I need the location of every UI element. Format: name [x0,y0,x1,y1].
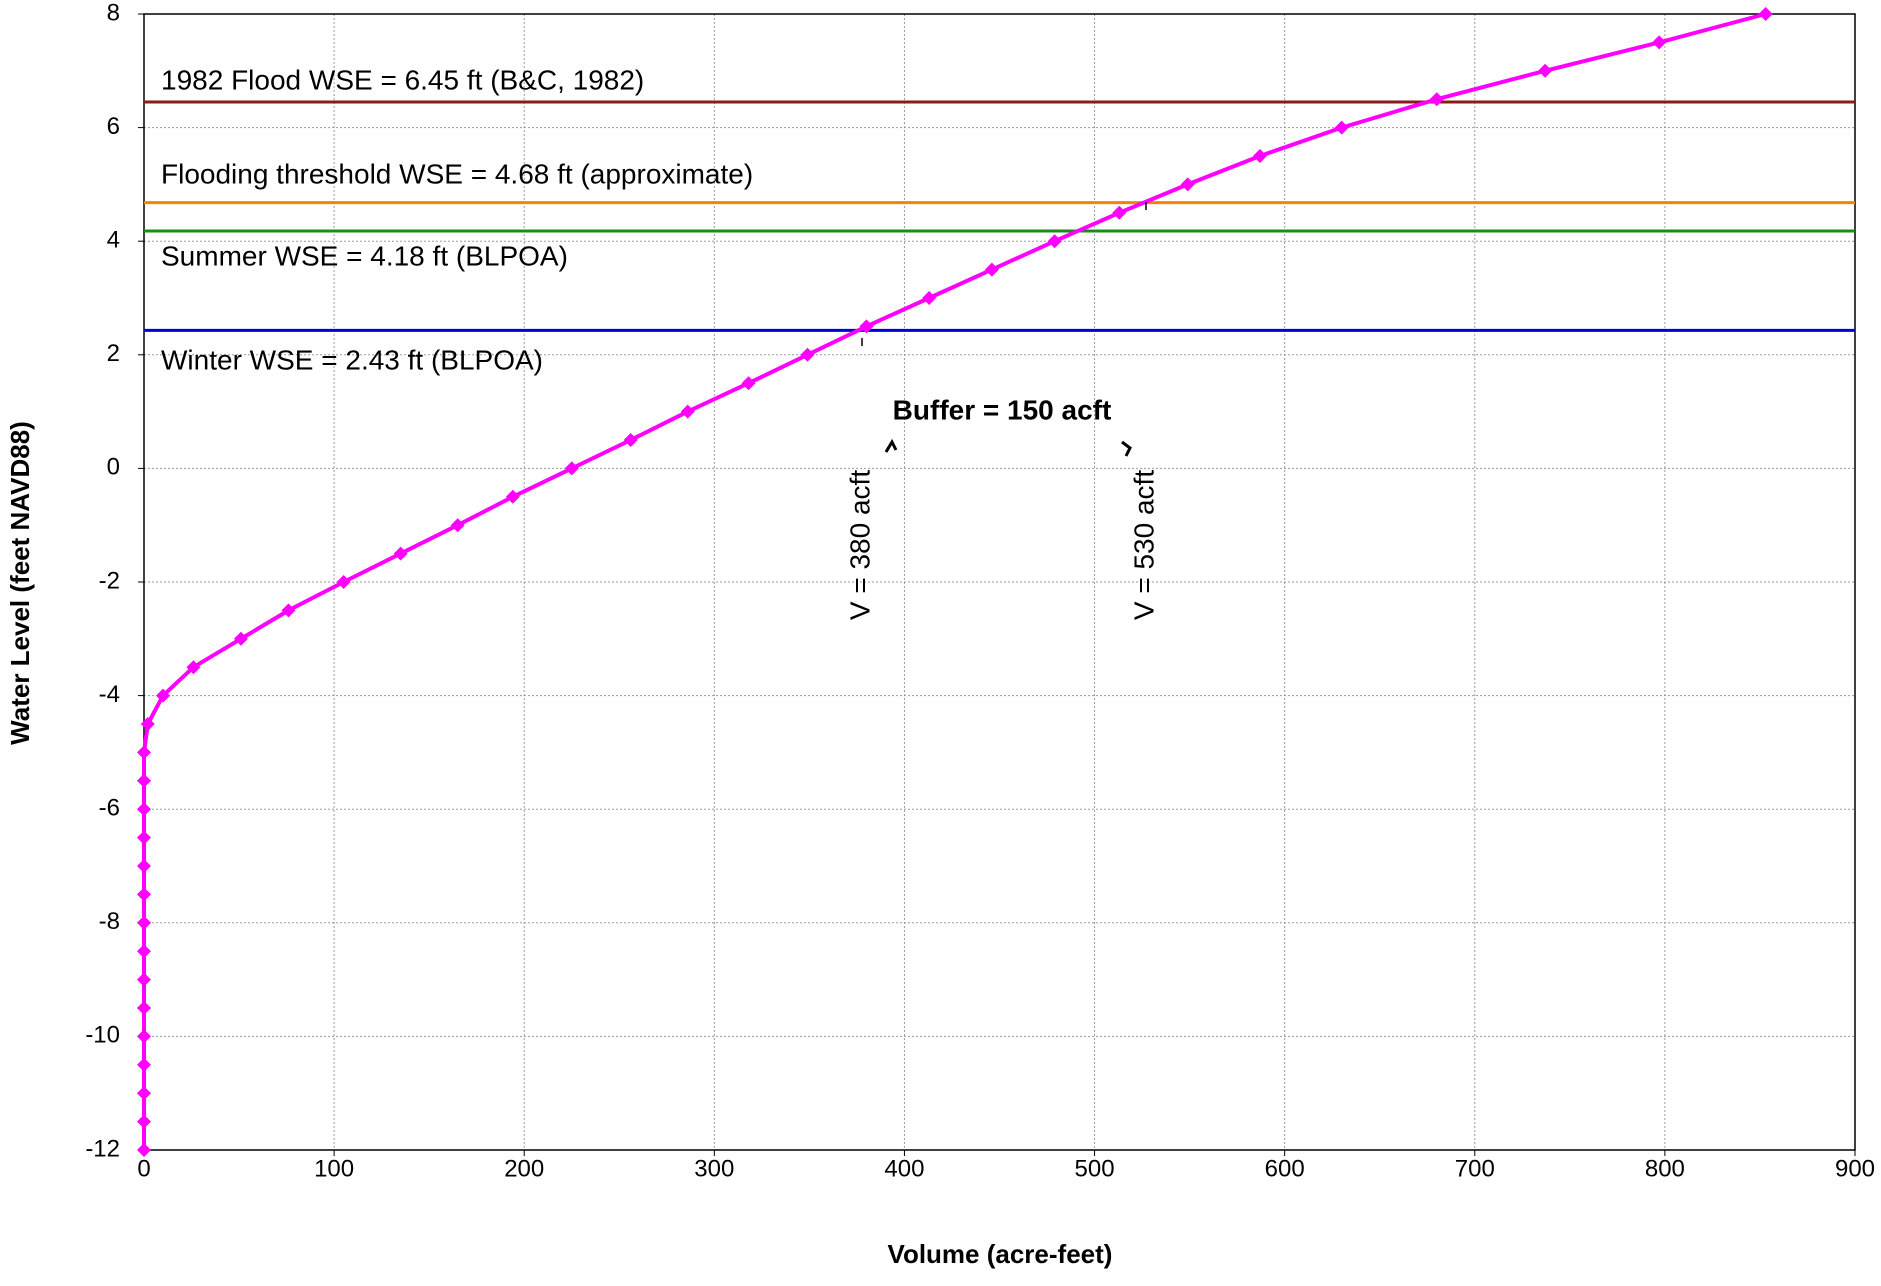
x-tick-label: 800 [1645,1155,1685,1182]
x-axis-title: Volume (acre-feet) [888,1239,1113,1269]
plot-frame [143,13,1856,1151]
data-point [186,660,201,675]
data-point [140,717,155,731]
data-point [505,489,520,504]
x-tick-label: 400 [884,1155,924,1182]
data-point [336,575,351,589]
data-point [156,688,171,703]
data-point [1652,35,1667,50]
x-tick-label: 0 [137,1155,150,1182]
annotation-arrow [1121,440,1132,457]
data-point [137,830,151,845]
data-point [281,603,296,618]
data-point [137,1143,151,1157]
annotation: Buffer = 150 acft [893,394,1112,425]
y-tick-label: 4 [107,227,120,254]
data-point [741,376,756,391]
data-point [984,262,999,277]
data-point [1112,205,1127,220]
data-point [137,972,151,987]
data-point [137,915,151,930]
data-point [859,319,874,334]
annotation: V = 380 acft [844,470,875,620]
data-point [564,461,579,476]
data-point [137,773,151,788]
y-tick-label: 8 [107,0,120,26]
data-point [137,887,151,902]
data-point [137,1001,151,1015]
x-tick-label: 200 [504,1155,544,1182]
y-tick-label: -12 [85,1135,120,1162]
data-point [137,1086,151,1101]
reference-label: Winter WSE = 2.43 ft (BLPOA) [161,344,543,375]
data-point [137,745,151,760]
data-point [680,404,695,419]
y-tick-label: 2 [107,340,120,367]
data-point [1429,92,1444,107]
annotation-arrow [884,438,898,453]
data-point [1180,177,1195,192]
data-point [137,1114,151,1129]
y-tick-label: 6 [107,113,120,140]
data-point [1538,63,1553,78]
data-point [922,291,937,305]
data-point [623,433,638,447]
y-tick-label: -6 [99,795,120,822]
annotation: V = 530 acft [1128,470,1159,620]
x-tick-label: 700 [1455,1155,1495,1182]
y-tick-label: -10 [85,1022,120,1049]
data-point [233,631,248,646]
reference-label: Summer WSE = 4.18 ft (BLPOA) [161,240,568,271]
x-tick-label: 900 [1835,1155,1875,1182]
data-point [1252,149,1267,163]
x-tick-label: 600 [1265,1155,1305,1182]
data-point [137,1057,151,1072]
y-tick-label: -4 [99,681,120,708]
data-point [1047,234,1062,249]
data-point [137,859,151,873]
x-tick-label: 300 [694,1155,734,1182]
data-point [1334,120,1349,135]
data-point [137,944,151,959]
data-point [1758,7,1773,21]
reference-label: Flooding threshold WSE = 4.68 ft (approx… [161,158,753,189]
data-point [450,518,465,533]
y-tick-label: 0 [107,454,120,481]
x-tick-label: 500 [1075,1155,1115,1182]
data-point [137,1029,151,1044]
reference-label: 1982 Flood WSE = 6.45 ft (B&C, 1982) [161,64,644,95]
y-tick-label: -8 [99,908,120,935]
x-tick-label: 100 [314,1155,354,1182]
y-axis-title: Water Level (feet NAVD88) [5,421,35,745]
y-tick-label: -2 [99,567,120,594]
data-point [393,546,408,561]
data-point [137,802,151,817]
data-point [800,347,815,362]
